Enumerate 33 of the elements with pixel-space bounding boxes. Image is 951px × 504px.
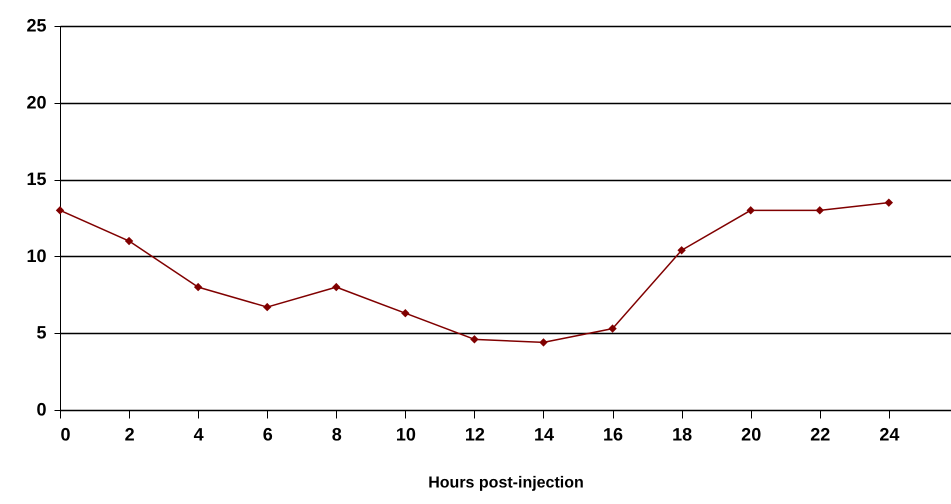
x-tick-label: 12 [464, 424, 485, 444]
x-tick-label: 20 [741, 424, 762, 444]
point [194, 282, 202, 292]
y-tick-label: 5 [36, 322, 46, 343]
x-tick-label: 16 [603, 424, 624, 444]
point [816, 206, 824, 215]
point [539, 338, 548, 347]
x-tick-label: 8 [332, 424, 342, 444]
point [608, 324, 617, 333]
point [470, 335, 479, 344]
x-tick-label: 24 [879, 424, 900, 444]
x-tick-label: 14 [534, 424, 554, 444]
y-tick-label: 25 [26, 16, 46, 36]
point [884, 198, 894, 207]
y-tick-label: 15 [26, 169, 46, 190]
y-tick-label: 10 [26, 246, 46, 266]
y-tick-label: 20 [26, 92, 46, 112]
point [401, 309, 410, 318]
x-tick-label: 2 [124, 424, 135, 444]
point [263, 302, 272, 312]
point [746, 206, 755, 215]
y-tick-label: 0 [36, 400, 46, 420]
x-tick-label: 18 [672, 424, 692, 444]
x-axis-title: Hours post-injection [428, 474, 584, 492]
x-tick-label: 10 [396, 424, 416, 444]
point [677, 246, 686, 254]
x-tick-label: 4 [194, 424, 204, 444]
x-tick-label: 0 [60, 424, 71, 444]
point [56, 206, 64, 215]
x-tick-label: 22 [810, 424, 830, 444]
point [332, 282, 340, 292]
x-tick-label: 6 [262, 424, 273, 444]
point [124, 236, 134, 246]
